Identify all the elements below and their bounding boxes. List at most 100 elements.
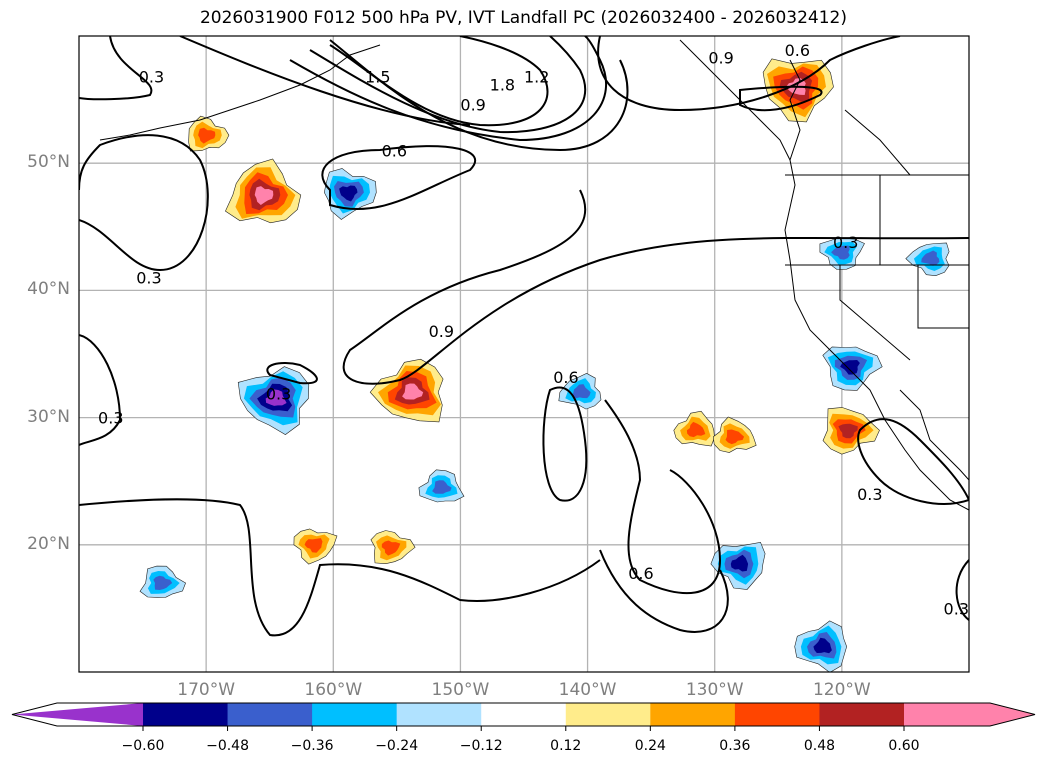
- ivt-anomaly-blob: [323, 168, 377, 220]
- pv-contour-line: [542, 386, 588, 502]
- contour-label: 0.9: [429, 322, 454, 341]
- colorbar-tick-label: 0.12: [550, 738, 582, 754]
- colorbar-outline: [11, 702, 1036, 727]
- ivt-fill-layer: [139, 58, 950, 672]
- chart-title: 2026031900 F012 500 hPa PV, IVT Landfall…: [199, 8, 847, 28]
- ivt-anomaly-blob: [237, 366, 310, 435]
- pv-contour-line: [79, 134, 209, 272]
- contour-label: 0.9: [708, 49, 733, 68]
- colorbar-tick-label: 0.48: [803, 738, 836, 754]
- pv-contour-line: [266, 362, 318, 385]
- ivt-anomaly-blob: [710, 541, 766, 590]
- contour-label: 0.6: [628, 564, 653, 583]
- ivt-fill-level: [198, 127, 216, 144]
- lon-tick-label: 120°W: [812, 680, 871, 700]
- ivt-anomaly-blob: [673, 410, 715, 447]
- lon-tick-label: 140°W: [558, 680, 617, 700]
- pv-contour-line: [955, 559, 969, 621]
- ivt-anomaly-blob: [819, 237, 865, 270]
- pv-contour-line: [289, 36, 607, 142]
- contour-label: 1.8: [490, 75, 515, 94]
- coastline: [899, 389, 969, 481]
- contour-labels: 0.3 0.3 0.3 0.6 0.9 1.5 1.8 1.2 0.9 0.6 0.3 0.9 0.6 0…: [98, 41, 969, 618]
- pv-contour-line: [79, 498, 601, 637]
- colorbar-tick-label: −0.36: [290, 738, 334, 754]
- colorbar-segment: [819, 703, 905, 726]
- ivt-fill-level: [840, 360, 860, 375]
- ivt-fill-level: [921, 250, 940, 266]
- pv-contour-line: [321, 145, 477, 210]
- ivt-fill-level: [686, 421, 706, 438]
- pv-contour-line: [179, 36, 471, 126]
- coastline: [839, 265, 911, 361]
- map-frame: [78, 35, 970, 673]
- ivt-fill-level: [813, 637, 832, 654]
- ivt-fill-level: [725, 429, 745, 445]
- pv-contour-line: [79, 334, 122, 446]
- lon-tick-label: 130°W: [685, 680, 744, 700]
- colorbar-extend-max: [904, 703, 1035, 726]
- contour-label: 0.3: [98, 409, 123, 428]
- pv-contour-line: [739, 85, 823, 112]
- lat-tick-label: 30°N: [27, 406, 70, 427]
- coastline: [99, 44, 381, 141]
- contour-label: 0.3: [136, 269, 161, 288]
- ivt-fill-level: [304, 538, 323, 553]
- ivt-anomaly-blob: [293, 528, 338, 565]
- ivt-fill-level: [730, 554, 749, 572]
- pv-contour-line: [309, 36, 587, 134]
- colorbar-tick-label: −0.60: [121, 738, 165, 754]
- contour-label: 0.3: [833, 233, 858, 252]
- colorbar-segment: [734, 703, 820, 726]
- ivt-anomaly-blob: [794, 620, 848, 672]
- ivt-fill-level: [265, 389, 287, 406]
- ivt-anomaly-blob: [370, 530, 416, 565]
- pv-contour-line: [79, 36, 153, 101]
- contour-label: 0.9: [460, 96, 485, 115]
- ivt-fill-level: [838, 423, 858, 439]
- contour-label: 1.5: [365, 68, 390, 87]
- ivt-fill-level: [254, 186, 274, 205]
- pv-contour-line: [597, 36, 901, 112]
- pv-contour-line: [599, 549, 729, 633]
- pv-contour-line: [604, 399, 722, 595]
- ivt-anomaly-blob: [822, 346, 883, 391]
- contour-label: 0.3: [944, 599, 969, 618]
- colorbar-segment: [396, 703, 482, 726]
- lat-tick-label: 20°N: [27, 533, 70, 554]
- coastline: [784, 59, 969, 511]
- contour-label: 0.6: [553, 368, 578, 387]
- ivt-fill-level: [153, 575, 173, 590]
- coastline: [917, 265, 969, 329]
- coastline: [844, 109, 911, 176]
- colorbar-tick-label: 0.36: [719, 738, 751, 754]
- ivt-fill-level: [339, 185, 358, 202]
- contour-label: 0.6: [382, 141, 407, 160]
- contour-label: 0.3: [139, 68, 164, 87]
- lat-tick-label: 40°N: [27, 279, 70, 300]
- lon-tick-label: 150°W: [431, 680, 490, 700]
- colorbar-segment: [650, 703, 736, 726]
- ivt-anomaly-blob: [225, 158, 302, 224]
- ivt-anomaly-blob: [418, 469, 465, 503]
- colorbar-tick-label: −0.24: [375, 738, 419, 754]
- colorbar-segment: [565, 703, 651, 726]
- pv-contour-line: [342, 189, 969, 385]
- ivt-fill-level: [831, 245, 850, 260]
- pv-contours: [79, 36, 969, 637]
- ivt-fill-level: [402, 383, 424, 400]
- lon-tick-label: 170°W: [177, 680, 236, 700]
- lat-tick-label: 50°N: [27, 152, 70, 173]
- ivt-fill-level: [572, 384, 591, 399]
- contour-label: 0.6: [785, 41, 810, 60]
- colorbar-segment: [227, 703, 313, 726]
- contour-label: 0.3: [857, 485, 882, 504]
- colorbar-tick-label: −0.48: [206, 738, 249, 754]
- contour-label: 0.3: [266, 384, 291, 403]
- ivt-fill-level: [381, 540, 401, 556]
- ivt-anomaly-blob: [139, 565, 186, 598]
- colorbar-segment: [312, 703, 398, 726]
- coastlines: [99, 39, 969, 511]
